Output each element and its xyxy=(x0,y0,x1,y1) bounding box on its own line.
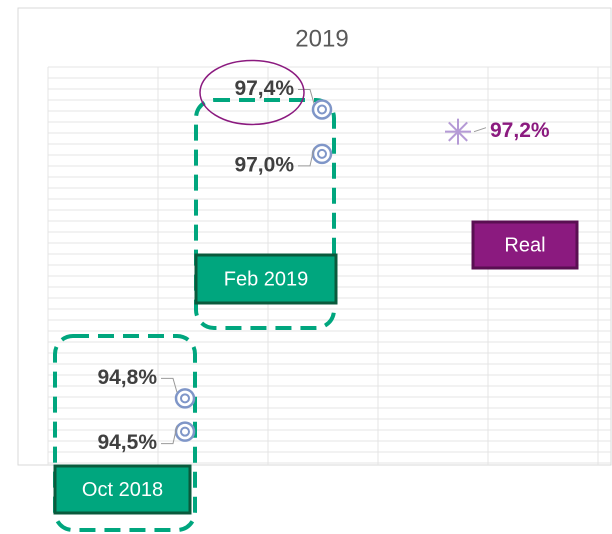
data-label: 94,8% xyxy=(97,366,157,389)
legend-label: Real xyxy=(504,234,545,256)
chart-title: 2019 xyxy=(295,25,348,52)
leader-line xyxy=(161,425,178,445)
leader-line xyxy=(473,127,487,133)
legend-label: Oct 2018 xyxy=(82,479,163,501)
data-label: 97,2% xyxy=(490,119,550,142)
leader-line xyxy=(161,377,178,393)
point xyxy=(311,143,333,165)
leader-line xyxy=(298,147,315,167)
legend-box xyxy=(53,464,192,515)
point-inner xyxy=(180,426,190,437)
point-inner xyxy=(180,393,190,404)
point-stroke xyxy=(448,121,468,142)
point xyxy=(445,118,471,145)
point xyxy=(174,388,196,409)
highlight-ring xyxy=(199,59,305,126)
data-label: 97,0% xyxy=(234,153,294,176)
data-label: 97,4% xyxy=(234,77,294,100)
point xyxy=(174,421,196,442)
legend-box xyxy=(471,220,579,270)
point-inner xyxy=(317,148,327,159)
group-outline xyxy=(194,98,336,330)
point xyxy=(311,99,333,120)
legend-box xyxy=(194,253,338,305)
legend-label: Feb 2019 xyxy=(224,268,309,290)
leader-line xyxy=(298,88,315,104)
data-label: 94,5% xyxy=(97,431,157,454)
point-inner xyxy=(317,104,327,115)
